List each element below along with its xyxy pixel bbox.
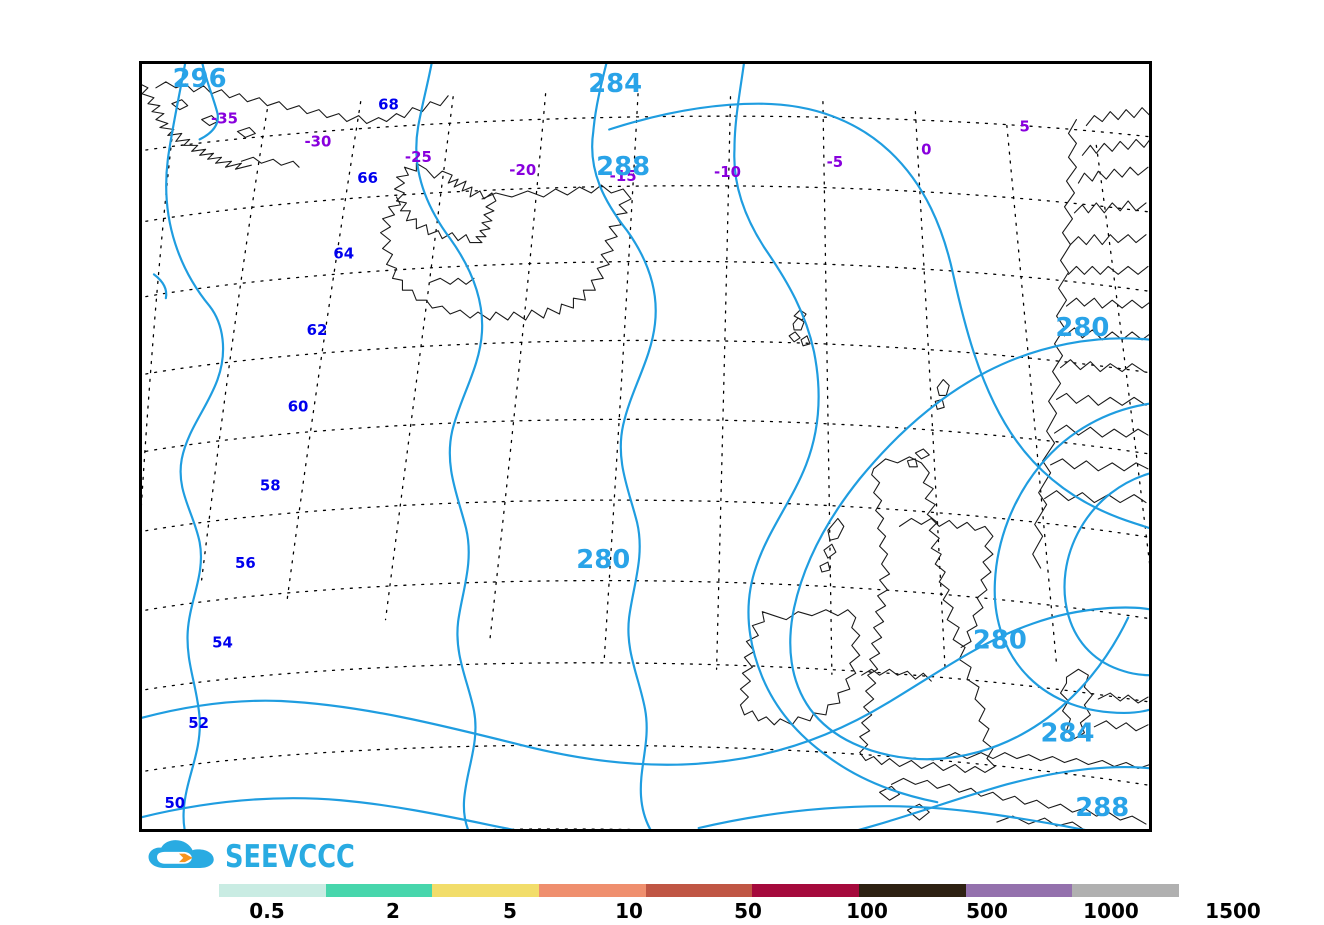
contour-labels: 296 284 288 280 280 280 284 288: [173, 64, 1130, 823]
lat-label: 54: [212, 633, 233, 651]
colorbar-swatches: [219, 884, 1180, 897]
colorbar-segment: [1072, 884, 1180, 897]
lon-label: -25: [405, 148, 432, 166]
lon-label: 5: [1020, 117, 1030, 135]
contour-label: 288: [1075, 793, 1129, 823]
geopotential-contours: [142, 64, 1149, 829]
contour-label: 284: [588, 69, 642, 99]
colorbar-tick: 0.5: [249, 899, 285, 923]
lat-label: 64: [333, 244, 354, 262]
contour-label: 296: [173, 64, 227, 94]
colorbar-tick: 50: [734, 899, 762, 923]
contour-label: 280: [576, 545, 630, 575]
map-background: [142, 64, 1149, 829]
colorbar[interactable]: 0.5 2 5 10 50 100 500 1000 1500: [219, 884, 1261, 923]
lon-label: -20: [509, 161, 536, 179]
logo-text: SEEVCCC: [224, 838, 355, 875]
colorbar-segment: [325, 884, 433, 897]
lat-label: 60: [288, 397, 309, 415]
lat-label: 50: [164, 794, 185, 812]
colorbar-segment: [432, 884, 540, 897]
contour-label: 280: [1055, 313, 1109, 343]
graticule-meridians: [142, 93, 1149, 675]
contour-label: 280: [973, 625, 1027, 655]
lon-label: -10: [714, 163, 741, 181]
colorbar-tick: 10: [615, 899, 643, 923]
contour-label: 288: [596, 152, 650, 182]
map-canvas[interactable]: .coast { fill:none; stroke:#1a1a1a; stro…: [139, 61, 1152, 832]
contour-label: 284: [1041, 719, 1095, 749]
lat-label: 58: [260, 477, 281, 495]
colorbar-segment: [219, 884, 326, 897]
latitude-labels: 68 66 64 62 60 58 56 54 52 50: [164, 96, 398, 813]
colorbar-segment: [752, 884, 860, 897]
colorbar-tick: 1000: [1083, 899, 1139, 923]
seevccc-logo[interactable]: SEEVCCC: [146, 836, 366, 878]
lat-label: 52: [188, 714, 209, 732]
colorbar-segment: [645, 884, 753, 897]
colorbar-segment: [859, 884, 966, 897]
lon-label: 0: [921, 140, 931, 158]
colorbar-tick-labels: 0.5 2 5 10 50 100 500 1000 1500: [219, 899, 1261, 923]
colorbar-tick: 100: [846, 899, 888, 923]
colorbar-segment: [539, 884, 646, 897]
lat-label: 68: [378, 96, 399, 114]
lat-label: 66: [357, 169, 378, 187]
lon-label: -30: [305, 132, 332, 150]
lon-label: -15: [610, 167, 637, 185]
colorbar-segment: [965, 884, 1073, 897]
map-svg: .coast { fill:none; stroke:#1a1a1a; stro…: [142, 64, 1149, 829]
lat-label: 56: [235, 554, 256, 572]
colorbar-tick: 2: [386, 899, 400, 923]
lat-label: 62: [307, 321, 328, 339]
lon-label: -35: [211, 110, 238, 128]
colorbar-tick: 1500: [1205, 899, 1261, 923]
lon-label: -5: [827, 153, 844, 171]
colorbar-tick: 500: [966, 899, 1008, 923]
coastlines: [142, 81, 1149, 829]
graticule-parallels: [142, 115, 1149, 829]
longitude-labels: -35 -30 -25 -20 -15 -10 -5 0 5: [211, 110, 1030, 186]
colorbar-tick: 5: [503, 899, 517, 923]
arrow-icon: [173, 853, 193, 863]
cloud-icon: [148, 840, 214, 869]
